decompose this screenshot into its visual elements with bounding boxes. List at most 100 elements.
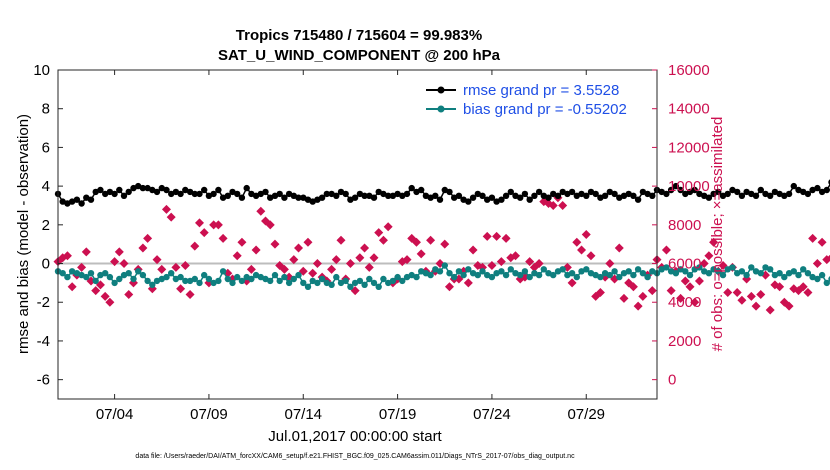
bias-point — [323, 279, 330, 287]
rmse-point — [116, 186, 123, 194]
bias-point — [455, 268, 463, 275]
bias-point — [460, 271, 467, 279]
rmse-point — [432, 192, 439, 199]
bias-point — [219, 268, 227, 275]
obs-point — [784, 301, 794, 311]
bias-point — [465, 266, 472, 273]
rmse-point — [153, 188, 161, 196]
bias-point — [130, 275, 137, 283]
bias-point — [111, 279, 118, 287]
rmse-point — [210, 190, 217, 198]
y-tick-label-left: -6 — [37, 372, 50, 389]
bias-point — [163, 273, 170, 281]
rmse-point — [163, 186, 170, 194]
bias-point — [715, 268, 722, 275]
bias-point — [686, 271, 694, 279]
obs-point — [105, 297, 115, 307]
obs-point — [426, 235, 436, 245]
rmse-point — [545, 194, 552, 201]
rmse-point — [238, 194, 246, 201]
bias-point — [748, 264, 755, 271]
bias-point — [634, 266, 642, 273]
y-tick-label-left: 4 — [42, 178, 50, 195]
y-tick-label-left: 6 — [42, 139, 50, 156]
bias-point — [135, 268, 142, 275]
bias-point — [630, 271, 637, 279]
bias-point — [87, 270, 95, 277]
bias-point — [295, 271, 302, 279]
bias-point — [696, 264, 703, 271]
obs-point — [680, 276, 690, 286]
rmse-point — [73, 196, 81, 203]
bias-point — [83, 273, 90, 281]
obs-point — [327, 264, 337, 274]
rmse-point — [191, 190, 198, 198]
rmse-point — [601, 192, 609, 199]
rmse-point — [361, 192, 368, 199]
bias-point — [389, 277, 397, 285]
y-tick-label-right: 12000 — [668, 139, 710, 156]
bias-point — [196, 279, 203, 287]
bias-point — [408, 271, 415, 279]
obs-point — [808, 233, 818, 243]
legend-rmse-marker — [437, 86, 445, 94]
obs-point — [218, 233, 228, 243]
obs-point — [647, 286, 657, 296]
x-tick-label: 07/14 — [284, 406, 322, 423]
rmse-point — [767, 192, 774, 199]
rmse-point — [606, 188, 613, 196]
obs-point — [577, 245, 587, 255]
obs-point — [661, 245, 671, 255]
bias-point — [752, 268, 760, 275]
obs-point — [511, 251, 521, 261]
rmse-point — [649, 192, 656, 199]
y-tick-label-right: 0 — [668, 372, 676, 389]
rmse-point — [550, 190, 557, 198]
obs-point — [100, 291, 110, 301]
bias-point — [125, 270, 132, 277]
rmse-point — [517, 194, 524, 201]
bias-point — [290, 275, 297, 283]
bias-point — [606, 271, 613, 279]
rmse-point — [125, 188, 132, 196]
rmse-point — [87, 196, 95, 203]
obs-point — [723, 288, 733, 298]
bias-point — [234, 273, 241, 281]
obs-point — [676, 293, 686, 303]
rmse-point — [333, 192, 340, 199]
bias-point — [333, 273, 340, 281]
bias-point — [616, 273, 623, 281]
bias-point — [328, 281, 335, 288]
bias-point — [498, 268, 505, 275]
obs-point — [548, 200, 558, 210]
bias-point — [818, 271, 826, 279]
obs-point — [817, 237, 827, 247]
obs-point — [525, 257, 535, 267]
bias-point — [682, 268, 689, 275]
obs-point — [77, 262, 87, 272]
x-axis-label: Jul.01,2017 00:00:00 start — [268, 428, 442, 445]
rmse-point — [823, 186, 830, 194]
obs-point — [312, 259, 322, 269]
rmse-point — [385, 192, 392, 199]
x-tick-label: 07/04 — [96, 406, 134, 423]
obs-point — [633, 301, 643, 311]
obs-point — [251, 245, 261, 255]
obs-point — [506, 253, 516, 263]
bias-point — [394, 273, 401, 281]
rmse-point — [583, 192, 590, 199]
rmse-point — [554, 192, 562, 199]
bias-point — [719, 271, 727, 279]
obs-point — [265, 220, 275, 230]
rmse-point — [201, 186, 208, 194]
bias-point — [488, 273, 496, 281]
bias-point — [413, 273, 420, 281]
rmse-point — [243, 184, 250, 192]
rmse-point — [182, 186, 189, 194]
obs-point — [119, 259, 129, 269]
bias-point — [809, 273, 816, 281]
obs-point — [775, 282, 785, 292]
x-tick-label: 07/29 — [567, 406, 605, 423]
obs-point — [614, 243, 624, 253]
